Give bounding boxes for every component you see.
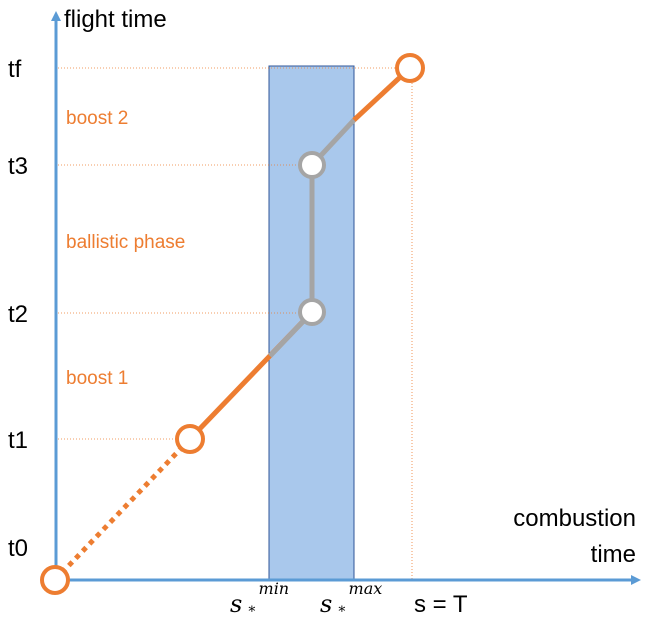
y-tick-tf: tf xyxy=(8,56,22,83)
segment-t0-t1-dotted xyxy=(53,437,192,582)
x-axis-label-line2: time xyxy=(591,541,636,568)
guide-lines xyxy=(55,67,413,580)
y-axis-label: flight time xyxy=(64,6,167,33)
s-min-base: s xyxy=(230,590,242,618)
node-t3 xyxy=(298,151,326,179)
phase-label-boost1: boost 1 xyxy=(66,368,128,389)
x-tick-s-max: s * max xyxy=(320,579,382,620)
y-tick-t2: t2 xyxy=(8,301,28,328)
phase-label-boost2: boost 2 xyxy=(66,108,128,129)
s-max-sup: max xyxy=(349,579,383,598)
x-axis-label-line1: combustion xyxy=(513,505,636,532)
x-tick-s-min: s * min xyxy=(230,579,289,620)
node-t2 xyxy=(298,298,326,326)
x-tick-s-equals-T: s = T xyxy=(414,591,468,618)
y-tick-t1: t1 xyxy=(8,427,28,454)
s-max-base: s xyxy=(320,590,332,618)
node-tf xyxy=(395,53,425,83)
phase-label-ballistic: ballistic phase xyxy=(66,232,185,253)
s-max-sub: * xyxy=(338,604,345,620)
y-tick-t0: t0 xyxy=(8,535,28,562)
s-min-sub: * xyxy=(248,604,255,620)
s-min-sup: min xyxy=(259,579,290,598)
node-t0 xyxy=(40,565,70,595)
node-t1 xyxy=(175,424,205,454)
y-tick-t3: t3 xyxy=(8,153,28,180)
